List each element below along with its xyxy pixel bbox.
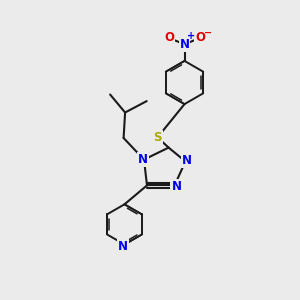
- Text: N: N: [118, 239, 128, 253]
- Text: N: N: [138, 153, 148, 166]
- Text: O: O: [195, 31, 205, 44]
- Text: +: +: [187, 31, 195, 41]
- Text: N: N: [171, 180, 182, 194]
- Text: N: N: [179, 38, 190, 51]
- Text: O: O: [164, 31, 174, 44]
- Text: S: S: [153, 131, 162, 144]
- Text: N: N: [182, 154, 192, 167]
- Text: −: −: [203, 27, 212, 38]
